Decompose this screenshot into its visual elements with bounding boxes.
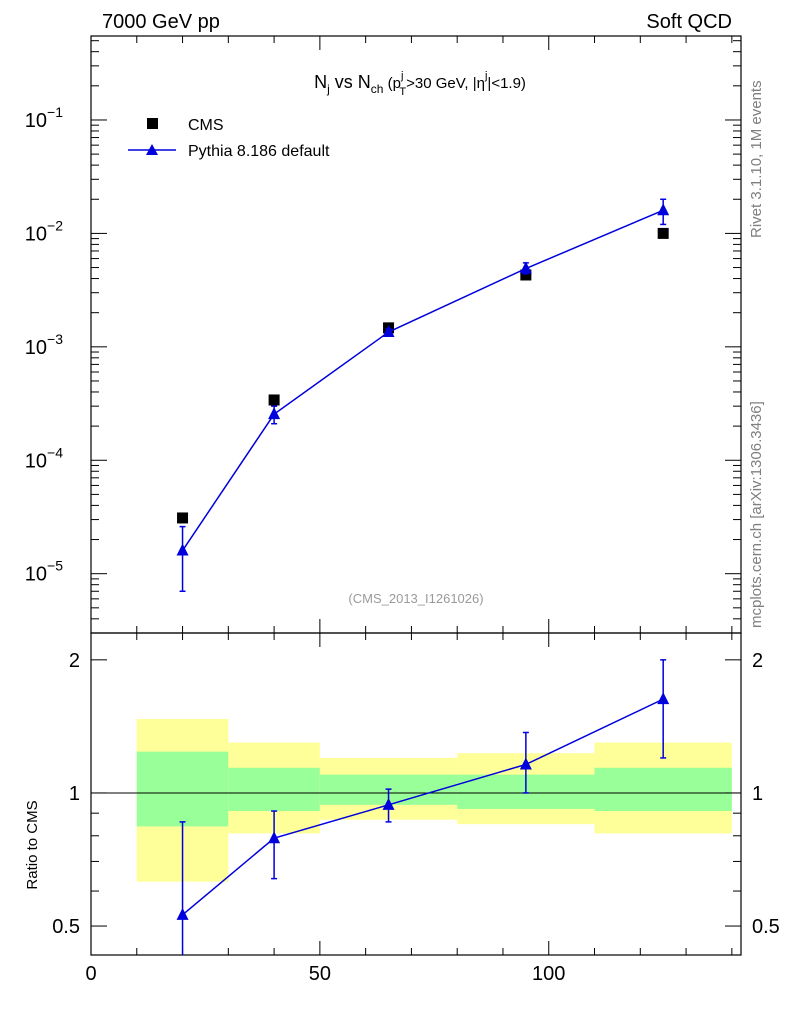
ratio-band-inner-1 [228, 767, 320, 812]
y-tick-label: 10−2 [25, 217, 63, 245]
title-open: (p [383, 75, 401, 92]
pythia-point [176, 543, 189, 556]
ratio-band-inner-4 [594, 767, 732, 812]
title-n1-sub: j [326, 82, 330, 96]
y-tick-label: 10−1 [25, 104, 63, 132]
title-cut: >30 GeV, |η [406, 75, 485, 92]
x-tick-label: 50 [309, 963, 331, 985]
ratio-y-tick-label-left: 2 [69, 650, 80, 672]
title-pt-sup: j [400, 70, 403, 82]
rivet-label: Rivet 3.1.10, 1M events [748, 80, 765, 238]
y-tick-label: 10−4 [25, 444, 63, 472]
ratio-pythia-point [176, 907, 189, 920]
title-pt-sub: T [399, 86, 406, 98]
legend-label-cms: CMS [188, 117, 224, 134]
x-tick-label: 0 [85, 963, 96, 985]
y-tick-label: 10−3 [25, 331, 63, 359]
title-vs: vs [330, 72, 358, 92]
main-data-marks [176, 198, 670, 593]
y-tick-exponent: −2 [47, 217, 63, 233]
title-eta-sup: j [484, 70, 487, 82]
ratio-pythia-point [382, 797, 395, 810]
ratio-pythia-point [519, 757, 532, 770]
y-tick-exponent: −5 [47, 558, 63, 574]
ratio-plot-area [90, 632, 742, 956]
pythia-point [382, 325, 395, 338]
y-tick-label: 10−5 [25, 558, 63, 586]
ratio-frame [90, 632, 742, 956]
legend-marker-cms [147, 118, 158, 129]
y-tick-exponent: −3 [47, 331, 63, 347]
legend-label-pythia: Pythia 8.186 default [188, 143, 330, 160]
title-n1: N [314, 72, 327, 92]
ratio-y-tick-label-right: 0.5 [752, 916, 780, 938]
legend-marker-pythia [146, 144, 158, 155]
legend: CMS Pythia 8.186 default [128, 117, 330, 160]
ratio-data-marks [176, 659, 670, 955]
cms-point [657, 227, 669, 239]
x-tick-label: 100 [532, 963, 565, 985]
ratio-axis-ticks: 0 50 100 0.5 0.5 1 1 2 2 [52, 633, 780, 985]
title-n2-sub: ch [371, 82, 384, 96]
ratio-y-tick-label-right: 2 [752, 650, 763, 672]
title-n2: N [358, 72, 371, 92]
analysis-watermark: (CMS_2013_I1261026) [348, 591, 483, 606]
ratio-band-inner-0 [136, 751, 229, 827]
header-left: 7000 GeV pp [102, 11, 220, 33]
ratio-pythia-point [657, 692, 670, 705]
pythia-line [181, 209, 664, 551]
mcplots-label: mcplots.cern.ch [arXiv:1306.3436] [748, 401, 765, 628]
ratio-pythia-point [268, 831, 281, 844]
y-tick-exponent: −1 [47, 104, 63, 120]
pythia-point [268, 407, 281, 420]
cms-point [177, 512, 189, 524]
main-axis-ticks: 10−5 10−4 10−3 10−2 10−1 [25, 36, 741, 634]
ratio-y-tick-label-right: 1 [752, 783, 763, 805]
cms-point [268, 394, 280, 406]
plot-title: Nj vs Nch (pj T>30 GeV, |ηj|<1.9) [314, 70, 526, 98]
pythia-point [519, 261, 532, 274]
header-right: Soft QCD [646, 11, 732, 33]
cms-point [520, 269, 532, 281]
y-tick-exponent: −4 [47, 444, 63, 460]
ratio-y-tick-label-left: 0.5 [52, 916, 80, 938]
title-close: |<1.9) [487, 75, 526, 92]
ratio-y-axis-label: Ratio to CMS [24, 800, 41, 889]
pythia-point [657, 203, 670, 216]
ratio-y-tick-label-left: 1 [69, 783, 80, 805]
